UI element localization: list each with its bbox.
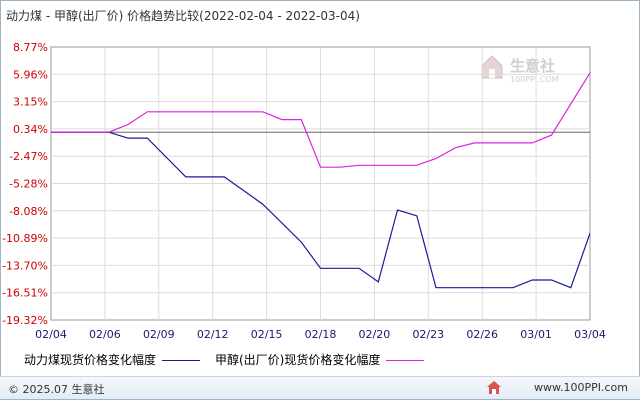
- y-tick-label: -8.08%: [9, 205, 48, 218]
- x-tick-label: 02/23: [412, 328, 444, 341]
- legend-item-methanol: 甲醇(出厂价)现货价格变化幅度: [215, 351, 425, 368]
- legend-label-methanol: 甲醇(出厂价)现货价格变化幅度: [215, 353, 381, 367]
- x-tick-label: 02/09: [143, 328, 175, 341]
- y-tick-label: -2.47%: [9, 150, 48, 163]
- y-tick-label: -13.70%: [2, 259, 48, 272]
- y-tick-label: -10.89%: [2, 232, 48, 245]
- x-tick-label: 03/04: [574, 328, 606, 341]
- series-line-1: [51, 72, 590, 168]
- series-line-0: [51, 131, 590, 289]
- y-tick-label: 8.77%: [13, 41, 48, 54]
- x-tick-label: 02/18: [305, 328, 337, 341]
- legend-label-coal: 动力煤现货价格变化幅度: [24, 353, 157, 367]
- y-tick-label: 0.34%: [13, 123, 48, 136]
- watermark-logo: 生意社 100PPI.COM: [481, 55, 559, 84]
- footer-link[interactable]: www.100PPI.com: [534, 381, 628, 394]
- legend-swatch-coal: [162, 360, 201, 361]
- legend-item-coal: 动力煤现货价格变化幅度: [24, 351, 201, 368]
- y-tick-label: 3.15%: [13, 96, 48, 109]
- footer-house-icon: [487, 381, 501, 394]
- x-tick-label: 02/04: [35, 328, 67, 341]
- x-tick-label: 02/26: [466, 328, 498, 341]
- copyright-text: © 2025.07 生意社: [8, 383, 105, 396]
- chart-title: 动力煤 - 甲醇(出厂价) 价格趋势比较(2022-02-04 - 2022-0…: [6, 9, 360, 23]
- y-tick-label: -5.28%: [9, 178, 48, 191]
- x-tick-label: 02/20: [359, 328, 391, 341]
- x-tick-label: 02/12: [197, 328, 229, 341]
- y-tick-label: -16.51%: [2, 287, 48, 300]
- legend-swatch-methanol: [386, 360, 425, 361]
- watermark-text: 生意社: [510, 57, 555, 75]
- legend: 动力煤现货价格变化幅度 甲醇(出厂价)现货价格变化幅度: [0, 348, 640, 370]
- footer-bar: © 2025.07 生意社 www.100PPI.com: [0, 376, 640, 399]
- y-tick-label: 5.96%: [13, 68, 48, 81]
- watermark-subtext: 100PPI.COM: [510, 75, 559, 84]
- y-tick-label: -19.32%: [2, 314, 48, 327]
- x-tick-label: 02/15: [251, 328, 283, 341]
- x-tick-label: 02/06: [89, 328, 121, 341]
- x-tick-label: 03/01: [520, 328, 552, 341]
